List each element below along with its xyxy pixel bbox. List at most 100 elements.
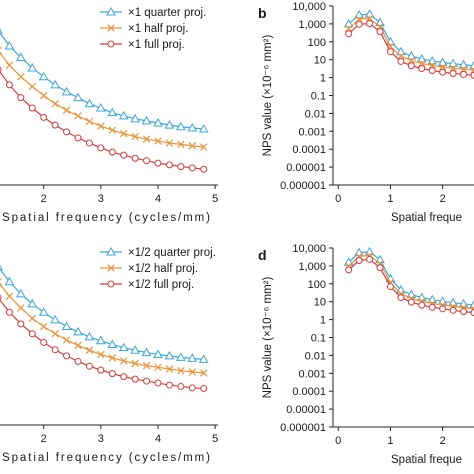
- data-point: [39, 322, 48, 331]
- data-point: [84, 98, 95, 108]
- data-point: [120, 373, 128, 381]
- data-point: [396, 46, 406, 56]
- data-point: [97, 350, 105, 359]
- x-tick-label: 2: [440, 193, 446, 205]
- data-point: [154, 159, 162, 167]
- data-point: [459, 65, 468, 74]
- data-point: [108, 148, 116, 156]
- data-point: [28, 82, 37, 91]
- y-tick-label: 0.001: [298, 368, 326, 380]
- y-tick-label: 0.0001: [292, 386, 326, 398]
- data-point: [97, 366, 105, 374]
- data-point: [61, 321, 72, 331]
- data-point: [355, 15, 363, 24]
- data-point: [0, 294, 2, 301]
- data-point: [154, 137, 162, 145]
- data-point: [177, 366, 185, 375]
- data-point: [5, 81, 13, 89]
- y-tick-label: 10,000: [292, 243, 326, 255]
- data-point: [28, 330, 36, 338]
- data-point: [5, 308, 13, 316]
- data-point: [428, 303, 436, 311]
- x-tick-label: 3: [98, 433, 104, 445]
- data-point: [119, 129, 128, 138]
- data-point: [164, 350, 175, 360]
- data-point: [39, 91, 48, 100]
- y-tick-label: 0.0001: [292, 144, 326, 156]
- series-group: [343, 246, 474, 317]
- data-point: [177, 140, 185, 149]
- data-point: [416, 53, 427, 63]
- legend-label: ×1 quarter proj.: [128, 7, 206, 19]
- data-point: [376, 264, 384, 272]
- data-point: [375, 17, 385, 26]
- data-point: [438, 63, 447, 71]
- y-tick-label: 10: [314, 55, 326, 67]
- data-point: [366, 255, 374, 263]
- data-point: [198, 123, 209, 133]
- data-point: [50, 314, 61, 324]
- data-point: [4, 276, 15, 286]
- x-tick-label: 0: [335, 193, 341, 205]
- data-point: [469, 60, 474, 70]
- y-tick-label: 10,000: [292, 1, 326, 13]
- data-point: [74, 134, 82, 142]
- y-axis-label: NPS value (×10⁻⁶ mm²): [262, 276, 274, 398]
- data-point: [51, 346, 59, 354]
- data-point: [376, 22, 384, 31]
- y-tick-label: 0.000001: [280, 422, 326, 434]
- data-point: [5, 292, 14, 300]
- data-point: [345, 266, 353, 274]
- data-point: [0, 28, 3, 34]
- data-point: [74, 357, 82, 365]
- data-point: [439, 68, 447, 76]
- data-point: [108, 126, 117, 134]
- data-point: [470, 71, 474, 79]
- data-point: [107, 107, 118, 117]
- y-tick-label: 0.1: [311, 91, 326, 103]
- legend-marker: [107, 40, 115, 48]
- y-axis-label: NPS value (×10⁻⁶ mm²): [262, 34, 274, 156]
- data-point: [108, 370, 116, 378]
- data-point: [5, 61, 14, 69]
- data-point: [449, 306, 457, 314]
- data-point: [119, 357, 128, 365]
- data-point: [407, 56, 416, 65]
- data-point: [418, 301, 426, 309]
- data-point: [143, 157, 151, 165]
- data-point: [418, 59, 426, 68]
- chart-panel-b: 0 1 2 Spatial freque 10,000 1,000 100 10 1 0.1 0.0…: [258, 1, 474, 224]
- legend-label: ×1 full proj.: [128, 39, 185, 51]
- data-point: [397, 57, 405, 65]
- data-point: [165, 161, 173, 169]
- chart-panel-d: 0 1 2 Spatial freque 10,000 1,000 100 10 1 0.1 0.0…: [258, 243, 474, 466]
- panel-letter: b: [258, 5, 267, 21]
- data-point: [188, 368, 197, 376]
- data-point: [469, 299, 474, 309]
- data-point: [108, 354, 117, 362]
- data-point: [366, 20, 374, 28]
- y-tick-label: 0.001: [298, 126, 326, 138]
- y-tick-label: 0.1: [311, 333, 326, 345]
- data-point: [51, 330, 59, 338]
- series-group: [343, 9, 474, 79]
- series-group: [0, 28, 209, 173]
- data-point: [354, 9, 364, 19]
- data-point: [449, 64, 457, 73]
- data-point: [51, 121, 59, 129]
- data-point: [365, 14, 374, 23]
- y-tick-label: 0.01: [305, 350, 326, 362]
- legend-marker: [107, 280, 115, 288]
- data-point: [62, 106, 71, 114]
- x-tick-label: 1: [387, 435, 393, 447]
- data-point: [355, 257, 363, 265]
- data-point: [355, 20, 363, 28]
- y-tick-label: 100: [308, 279, 326, 291]
- data-point: [198, 354, 209, 363]
- data-point: [153, 349, 163, 358]
- data-point: [131, 359, 139, 368]
- data-point: [118, 110, 129, 120]
- data-point: [188, 384, 196, 392]
- data-point: [62, 336, 71, 344]
